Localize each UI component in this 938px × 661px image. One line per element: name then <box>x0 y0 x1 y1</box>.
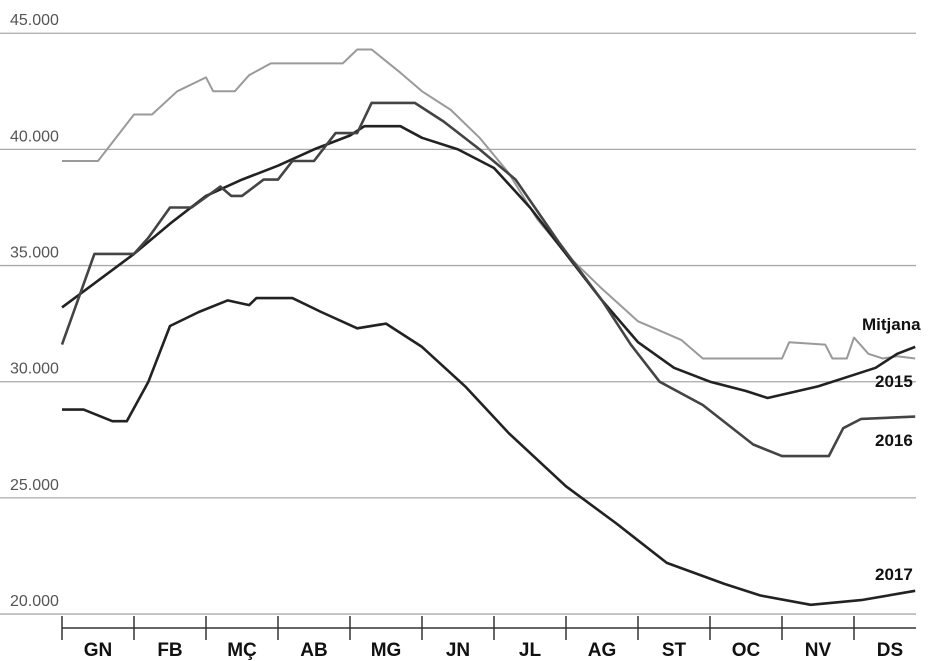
x-tick-label: AB <box>300 640 327 661</box>
y-tick-label: 20.000 <box>10 593 59 610</box>
series-line <box>62 296 916 607</box>
y-tick-label: 35.000 <box>10 245 59 262</box>
x-tick-label: MÇ <box>227 640 257 661</box>
x-tick-label: FB <box>157 640 182 661</box>
x-tick-label: JL <box>519 640 542 661</box>
x-tick-label: GN <box>84 640 113 661</box>
series-label: Mitjana <box>862 315 921 334</box>
y-tick-label: 30.000 <box>10 361 59 378</box>
x-tick-label: JN <box>446 640 470 661</box>
x-tick-label: NV <box>805 640 832 661</box>
series-label: 2017 <box>875 565 913 584</box>
series-label: 2016 <box>875 431 913 450</box>
x-tick-label: AG <box>588 640 617 661</box>
y-tick-label: 40.000 <box>10 128 59 145</box>
series-line <box>61 124 916 400</box>
series-line <box>62 48 916 360</box>
x-tick-label: DS <box>877 640 903 661</box>
y-tick-label: 25.000 <box>10 477 59 494</box>
y-tick-label: 45.000 <box>10 12 59 29</box>
x-tick-label: MG <box>371 640 402 661</box>
series-line <box>60 101 916 458</box>
x-tick-label: OC <box>732 640 761 661</box>
series-label: 2015 <box>875 372 913 391</box>
x-tick-label: ST <box>662 640 687 661</box>
